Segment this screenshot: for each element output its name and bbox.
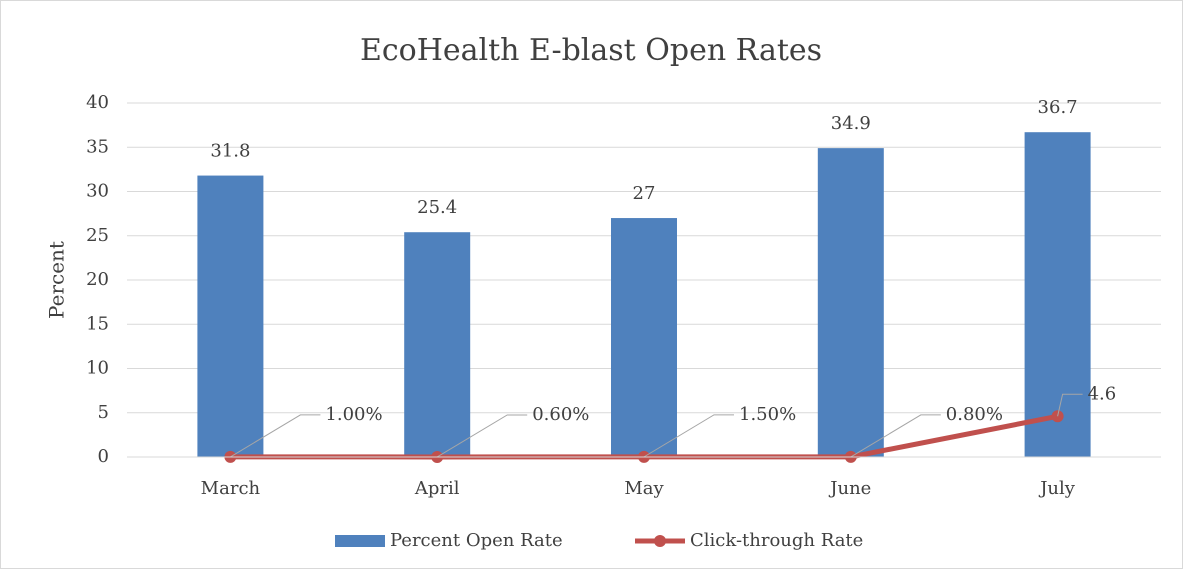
y-tick-label: 35 <box>86 136 109 157</box>
x-tick-label: July <box>1038 478 1076 499</box>
bar <box>404 232 471 457</box>
data-label: 25.4 <box>417 197 457 218</box>
y-tick-label: 20 <box>86 269 109 290</box>
x-tick-label: April <box>414 478 460 499</box>
y-tick-label: 0 <box>98 446 109 467</box>
y-tick-label: 5 <box>98 402 109 423</box>
y-tick-label: 25 <box>86 225 109 246</box>
label-leader <box>850 414 941 458</box>
data-label: 0.80% <box>946 404 1003 425</box>
legend-label: Percent Open Rate <box>390 530 563 551</box>
data-label: 36.7 <box>1038 97 1078 118</box>
x-tick-label: June <box>828 478 871 499</box>
y-tick-label: 10 <box>86 358 109 379</box>
data-label: 0.60% <box>532 404 589 425</box>
y-tick-label: 30 <box>86 181 109 202</box>
y-tick-label: 40 <box>86 92 109 113</box>
y-axis-label: Percent <box>45 241 69 319</box>
data-label: 31.8 <box>210 141 250 162</box>
bar <box>611 218 677 457</box>
x-tick-label: March <box>201 478 261 499</box>
data-label: 1.50% <box>739 404 796 425</box>
data-label: 34.9 <box>831 113 871 134</box>
data-label: 27 <box>633 183 656 204</box>
bar <box>1024 132 1091 457</box>
legend-swatch <box>654 535 666 547</box>
data-label: 1.00% <box>325 404 382 425</box>
chart-title: EcoHealth E-blast Open Rates <box>360 33 822 68</box>
label-leader <box>230 414 321 458</box>
y-tick-label: 15 <box>86 313 109 334</box>
label-leader <box>643 414 734 458</box>
data-label: 4.6 <box>1088 383 1117 404</box>
legend-label: Click-through Rate <box>690 530 863 551</box>
label-leader <box>1057 393 1083 417</box>
x-tick-label: May <box>624 478 664 499</box>
label-leader <box>436 414 528 458</box>
legend-swatch <box>335 535 385 547</box>
bar <box>197 175 264 457</box>
bar <box>817 148 884 457</box>
